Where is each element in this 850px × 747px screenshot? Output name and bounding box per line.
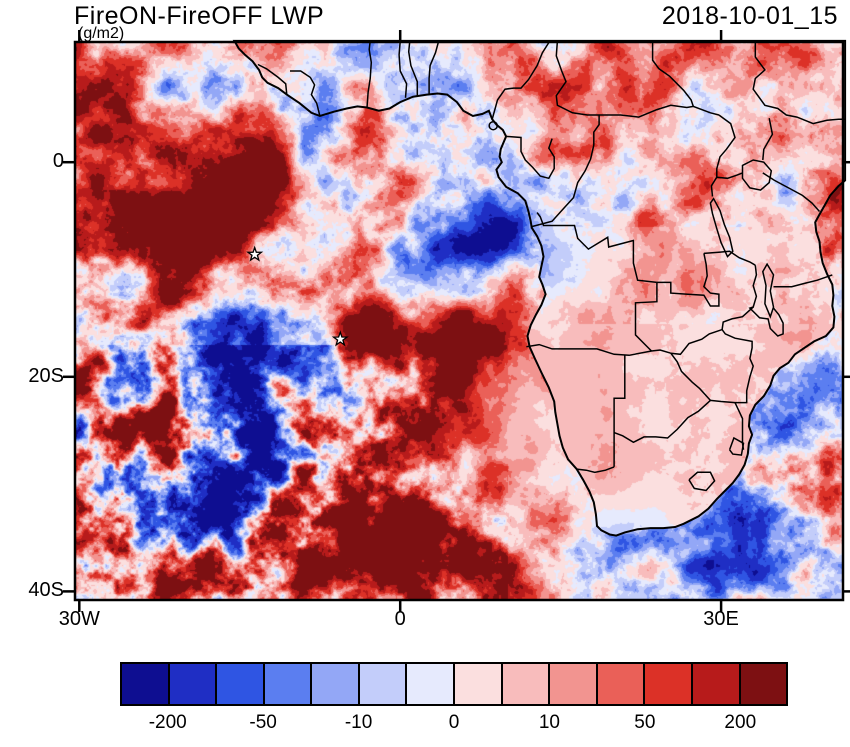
colorbar-box	[264, 664, 313, 704]
colorbar-box	[645, 664, 693, 704]
plot-units: (g/m2)	[78, 25, 125, 42]
colorbar-box	[359, 664, 408, 704]
colorbar-label: 0	[448, 712, 460, 733]
colorbar-box	[502, 664, 551, 704]
colorbar	[120, 662, 788, 706]
colorbar-box	[122, 664, 170, 704]
y-axis-label: 40S	[28, 579, 64, 602]
colorbar-box	[312, 664, 360, 704]
colorbar-box	[455, 664, 503, 704]
colorbar-box	[692, 664, 741, 704]
colorbar-label: 200	[724, 712, 757, 733]
colorbar-label: -50	[249, 712, 277, 733]
x-axis-label: 30E	[703, 608, 739, 630]
colorbar-box	[597, 664, 646, 704]
x-axis-label: 0	[394, 608, 406, 630]
colorbar-box	[550, 664, 598, 704]
colorbar-box	[407, 664, 456, 704]
colorbar-label: 50	[634, 712, 656, 733]
colorbar-box	[169, 664, 218, 704]
colorbar-box	[740, 664, 787, 704]
x-axis-label: 30W	[58, 608, 100, 630]
colorbar-label: -10	[344, 712, 373, 733]
y-axis-label: 20S	[28, 364, 64, 387]
colorbar-label: -200	[148, 712, 187, 733]
plot-title: FireON-FireOFF LWP	[74, 2, 325, 30]
lwp-difference-field-canvas	[75, 42, 843, 600]
colorbar-box	[217, 664, 265, 704]
y-axis-label: 0	[52, 150, 64, 173]
colorbar-label: 10	[538, 712, 560, 733]
plot-timestamp: 2018-10-01_15	[661, 2, 838, 30]
